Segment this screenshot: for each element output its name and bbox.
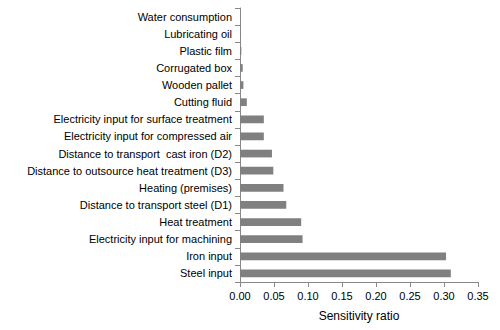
svg-text:Distance to transport steel (D: Distance to transport steel (D1) — [80, 199, 232, 211]
svg-text:Water consumption: Water consumption — [138, 11, 232, 23]
svg-text:Distance to transport cast ir: Distance to transport cast iron (D2) — [58, 148, 232, 160]
svg-text:0.35: 0.35 — [467, 290, 488, 302]
svg-text:Heat treatment: Heat treatment — [159, 216, 232, 228]
svg-text:Electricity input for surface: Electricity input for surface treatment — [53, 113, 232, 125]
svg-text:Electricity input for compress: Electricity input for compressed air — [64, 130, 232, 142]
svg-text:Cutting fluid: Cutting fluid — [174, 96, 232, 108]
svg-text:0.30: 0.30 — [433, 290, 454, 302]
svg-text:0.05: 0.05 — [263, 290, 284, 302]
svg-text:Electricity input for machinin: Electricity input for machining — [89, 233, 232, 245]
svg-text:0.25: 0.25 — [399, 290, 420, 302]
svg-text:Lubricating oil: Lubricating oil — [164, 28, 232, 40]
svg-text:Corrugated box: Corrugated box — [156, 62, 232, 74]
svg-text:Iron input: Iron input — [186, 250, 232, 262]
svg-text:0.20: 0.20 — [365, 290, 386, 302]
svg-text:Distance to outsource heat tre: Distance to outsource heat treatment (D3… — [27, 165, 232, 177]
svg-text:Sensitivity ratio: Sensitivity ratio — [319, 309, 400, 323]
svg-text:Steel input: Steel input — [180, 267, 232, 279]
svg-text:Wooden pallet: Wooden pallet — [162, 79, 232, 91]
svg-text:0.10: 0.10 — [297, 290, 318, 302]
svg-text:Heating (premises): Heating (premises) — [139, 182, 232, 194]
svg-text:0.15: 0.15 — [331, 290, 352, 302]
svg-text:Plastic film: Plastic film — [179, 45, 232, 57]
svg-text:0.00: 0.00 — [229, 290, 250, 302]
